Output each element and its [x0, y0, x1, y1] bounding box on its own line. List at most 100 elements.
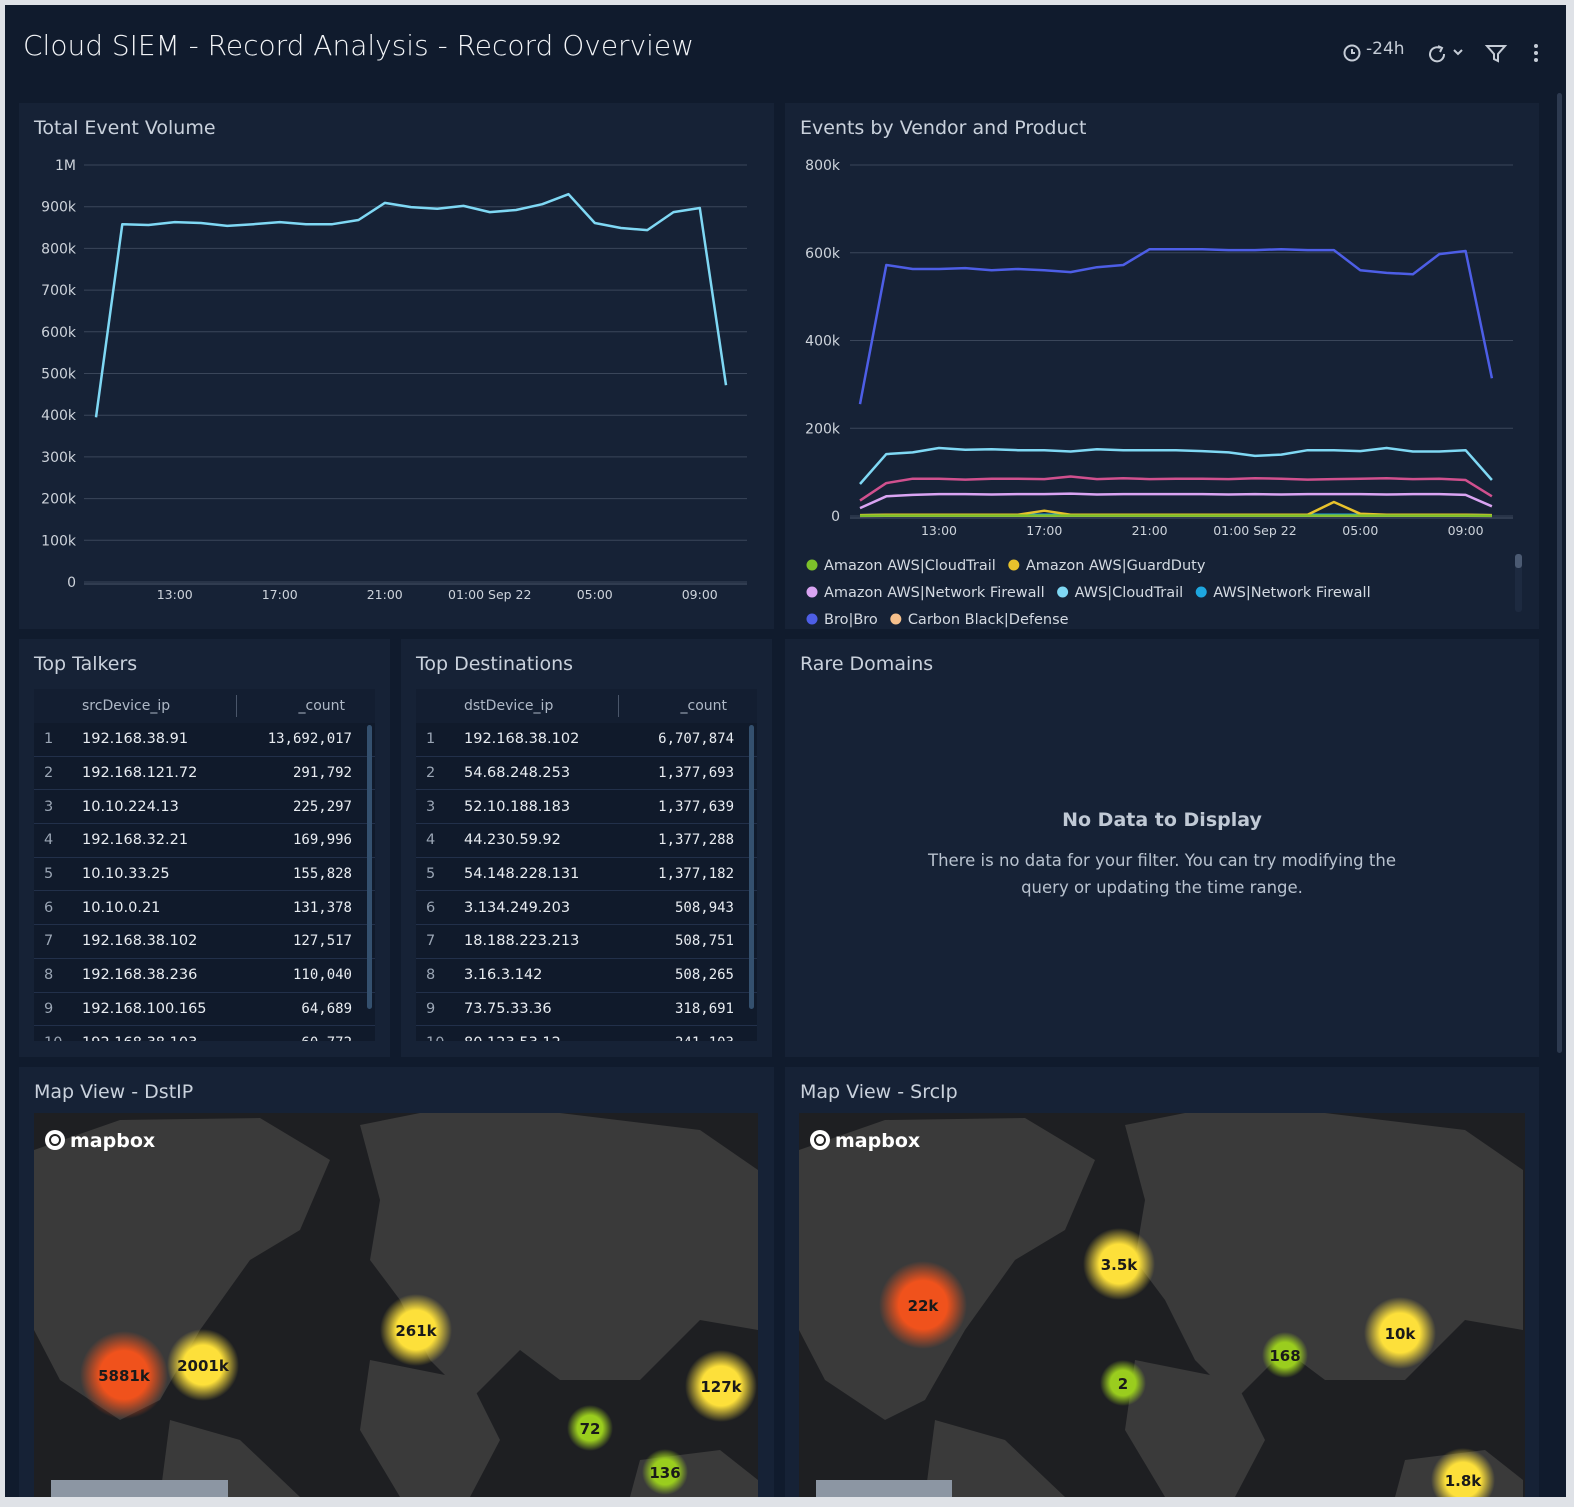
y-tick-label: 500k — [41, 367, 77, 383]
table-cell: 225,297 — [292, 798, 352, 815]
cluster-label: 5881k — [98, 1367, 151, 1385]
panel: Top Talkers srcDevice_ip _count 1 192.168.38… — [19, 639, 390, 1057]
table-cell: 1 — [426, 731, 436, 748]
table-cell: 192.168.38.103 — [82, 1035, 197, 1041]
table-cell: 192.168.100.165 — [82, 1000, 207, 1017]
table-cell: 64,689 — [301, 1000, 352, 1017]
refresh-caret[interactable] — [1453, 49, 1463, 56]
panel: Events by Vendor and Product — [785, 103, 1539, 629]
series-line — [859, 492, 1493, 510]
series-line — [859, 475, 1493, 502]
y-tick-label: 900k — [41, 200, 77, 216]
map-cluster — [380, 1294, 452, 1366]
dashboard: Cloud SIEM - Record Analysis - Record Ov… — [5, 5, 1566, 1497]
table-row: 1 192.168.38.102 6,707,874 — [416, 723, 757, 757]
time-range[interactable]: -24h — [1366, 39, 1405, 59]
dashboard-title: Cloud SIEM - Record Analysis - Record Ov… — [23, 29, 695, 62]
legend-label: Amazon AWS|Network Firewall — [824, 585, 1045, 601]
scrollbar[interactable] — [1557, 93, 1562, 1053]
table-cell: 3.16.3.142 — [464, 967, 543, 984]
table: dstDevice_ip _count 1 192.168.38.102 6,707,8… — [416, 689, 757, 1041]
table-cell: 508,751 — [674, 933, 734, 950]
y-tick-label: 300k — [41, 450, 77, 466]
table-row: 5 54.148.228.131 1,377,182 — [416, 858, 757, 892]
x-tick-label: 21:00 — [367, 587, 403, 602]
map: mapbox 22k 3.5k 10k 168 2 1.8k — [799, 1113, 1525, 1497]
charts-layer: 0 100k 200k 300k 400k 500k 600k 700k 800k 900k 1M 1… — [34, 158, 1525, 1497]
table-cell: 7 — [44, 933, 54, 950]
y-tick-label: 600k — [41, 325, 77, 341]
table-row: 4 192.168.32.21 169,996 — [34, 824, 375, 858]
table-cell: 13,692,017 — [267, 731, 352, 748]
legend-swatch — [806, 586, 818, 598]
table-cell: 318,691 — [674, 1000, 734, 1017]
map-cluster — [1431, 1448, 1495, 1497]
table-row: 8 192.168.38.236 110,040 — [34, 959, 375, 993]
x-tick-label: 21:00 — [1132, 523, 1168, 538]
map-cluster — [1262, 1332, 1308, 1378]
table-row: 6 10.10.0.21 131,378 — [34, 891, 375, 926]
series-line — [858, 247, 1494, 405]
table-row: 2 54.68.248.253 1,377,693 — [416, 757, 757, 791]
table-scrollbar — [749, 725, 754, 1009]
table-cell: 3.134.249.203 — [464, 899, 571, 916]
y-tick-label: 700k — [41, 283, 77, 299]
table-scrollbar — [367, 725, 372, 1009]
table-cell: 1,377,693 — [658, 765, 734, 782]
map-cluster — [1083, 1228, 1155, 1300]
cluster-label: 2001k — [177, 1357, 230, 1375]
cluster-label: 22k — [908, 1297, 940, 1315]
table-cell: 80.123.53.12 — [464, 1035, 561, 1041]
table-cell: 54.148.228.131 — [464, 866, 580, 883]
panel-title: Events by Vendor and Product — [800, 117, 1087, 139]
x-tick-label: 17:00 — [262, 587, 298, 602]
y-tick-label: 200k — [805, 421, 841, 437]
mapbox-logo-text: mapbox — [70, 1130, 155, 1152]
table-cell: 8 — [44, 967, 54, 984]
empty-message: There is no data for your filter. You ca… — [928, 851, 1396, 897]
table-cell: 192.168.38.236 — [82, 967, 198, 984]
table-cell: 3 — [44, 798, 54, 815]
panel-title: Top Destinations — [416, 653, 574, 675]
table-row: 9 73.75.33.36 318,691 — [416, 993, 757, 1027]
table-row: 3 52.10.188.183 1,377,639 — [416, 790, 757, 825]
table-row: 3 10.10.224.13 225,297 — [34, 790, 375, 825]
table-row: 6 3.134.249.203 508,943 — [416, 891, 757, 926]
filter-icon[interactable] — [1484, 45, 1508, 63]
mapbox-logo-inner — [814, 1134, 826, 1146]
panel: Rare Domains No Data to Display There is… — [785, 639, 1539, 1057]
more-icon[interactable] — [1534, 44, 1538, 62]
legend-label: Amazon AWS|GuardDuty — [1026, 558, 1206, 574]
table-cell: 5 — [44, 866, 54, 883]
table-cell: 9 — [426, 1000, 436, 1017]
panel-title: Top Talkers — [34, 653, 138, 675]
table-cell: 60,772 — [301, 1035, 352, 1041]
table-cell: 54.68.248.253 — [464, 765, 571, 782]
table-cell: 1,377,639 — [658, 798, 734, 815]
x-tick-label: 05:00 — [1342, 523, 1378, 538]
table-cell: 52.10.188.183 — [464, 798, 571, 815]
table-cell: 6,707,874 — [658, 731, 734, 748]
legend-label: Carbon Black|Defense — [908, 612, 1069, 628]
table-cell: 192.168.121.72 — [82, 765, 198, 782]
legend-swatch — [1008, 559, 1020, 571]
table-row: 10 80.123.53.12 241,103 — [416, 1026, 757, 1041]
refresh-icon[interactable] — [1429, 45, 1446, 63]
map: mapbox 5881k 2001k 261k 127k 72 136 — [34, 1113, 758, 1497]
toolbar — [1343, 44, 1538, 63]
map-land — [360, 1113, 758, 1400]
x-tick-label: 09:00 — [1448, 523, 1484, 538]
table-cell: 6 — [44, 899, 54, 916]
table-cell: 192.168.32.21 — [82, 832, 189, 849]
table-cell: 73.75.33.36 — [464, 1000, 552, 1017]
table-cell: 131,378 — [292, 899, 352, 916]
table-cell: 1,377,182 — [658, 866, 734, 883]
clock-icon[interactable] — [1343, 44, 1361, 62]
legend-swatch — [1057, 586, 1069, 598]
table-header: dstDevice_ip _count — [416, 689, 757, 723]
x-tick-label: 09:00 — [682, 587, 718, 602]
table-row: 9 192.168.100.165 64,689 — [34, 993, 375, 1027]
table-row: 4 44.230.59.92 1,377,288 — [416, 824, 757, 858]
series-line — [859, 500, 1492, 517]
